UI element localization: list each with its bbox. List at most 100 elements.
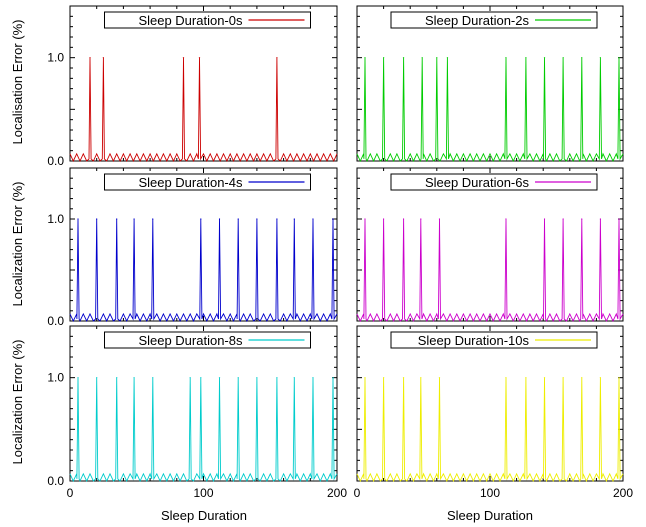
spike-point [218,377,221,379]
y-tick-label: 1.0 [47,371,64,385]
spike-point [618,218,620,220]
spike-point [599,218,601,220]
spike-point [562,218,564,220]
spike-point [96,377,98,379]
plot-frame [69,325,338,482]
spike-point [581,57,583,59]
panel-1: 0.0 1.0 Sleep Duration-0s [47,5,338,168]
spike-point [276,218,278,220]
spike-point [525,377,527,379]
spike-point [293,377,295,379]
spike-point [505,57,507,59]
y-axis-label-row-2: Localization Error (%) [10,182,25,307]
spike-point [218,218,221,220]
spike-point [402,377,405,379]
plot-frame [69,167,338,322]
spike-point [189,377,191,379]
spike-point [436,57,438,59]
spike-point [332,218,334,220]
spike-point [438,377,441,379]
legend-label: Sleep Duration-6s [425,175,530,190]
panel-4: Sleep Duration-6s [356,167,624,323]
spike-point [505,377,507,379]
legend-label: Sleep Duration-0s [138,13,243,28]
spike-point [256,377,258,379]
legend-label: Sleep Duration-8s [138,333,243,348]
spike-point [438,218,441,220]
spike-point [364,377,366,379]
series-line [69,218,338,323]
x-axis-label-left: Sleep Duration [161,508,247,523]
spike-point [200,218,202,220]
spike-point [402,57,405,59]
panel-5: 0.0 1.0 0 100 200 Sleep Duration-8s [47,325,347,500]
x-tick-label: 100 [480,486,500,500]
spike-point [133,218,135,220]
legend-box [390,331,598,349]
x-tick-label: 100 [193,486,213,500]
spike-point [618,377,620,379]
spike-point [543,57,546,59]
spike-point [599,377,601,379]
spike-point [312,218,314,220]
x-tick-label: 0 [67,486,74,500]
spike-point [102,57,104,59]
spike-point [581,377,583,379]
y-tick-label: 0.0 [47,314,64,328]
spike-point [618,57,620,59]
spike-point [364,218,366,220]
spike-point [116,218,118,220]
legend-box [104,11,311,29]
spike-point [152,377,154,379]
panel-3: 0.0 1.0 Sleep Duration-4s [47,167,338,328]
series-line [356,218,624,323]
y-axis-label-row-3: Localization Error (%) [10,340,25,465]
spike-point [383,377,385,379]
y-tick-label: 0.0 [47,154,64,168]
spike-point [562,377,564,379]
spike-point [198,57,201,59]
plot-frame [69,5,338,162]
spike-point [312,377,314,379]
series-line [356,57,624,163]
spike-point [276,377,278,379]
spike-point [77,218,79,220]
spike-point [77,377,79,379]
x-tick-label: 200 [613,486,633,500]
spike-point [364,57,366,59]
x-tick-label: 0 [354,486,361,500]
spike-point [543,377,546,379]
spike-point [599,57,601,59]
spike-point [581,218,583,220]
legend-box [104,331,311,349]
legend-label: Sleep Duration-4s [138,175,243,190]
spike-point [89,57,91,59]
spike-point [525,57,527,59]
spike-point [543,218,546,220]
spike-point [116,377,118,379]
y-tick-label: 1.0 [47,212,64,226]
series-line [69,377,338,483]
legend-box [104,173,311,191]
spike-point [256,218,258,220]
y-tick-label: 0.0 [47,474,64,488]
spike-point [505,218,507,220]
spike-point [421,57,423,59]
series-line [356,377,624,483]
legend-box [390,11,598,29]
legend-box [390,173,598,191]
spike-point [446,57,449,59]
spike-point [562,57,564,59]
series-line [69,57,338,163]
spike-point [152,218,154,220]
x-axis-label-right: Sleep Duration [447,508,533,523]
plot-frame [356,167,624,322]
spike-point [420,377,422,379]
plot-frame [356,5,624,162]
spike-point [276,57,278,59]
spike-point [383,218,385,220]
spike-point [200,377,202,379]
spike-point [133,377,135,379]
spike-point [293,218,295,220]
